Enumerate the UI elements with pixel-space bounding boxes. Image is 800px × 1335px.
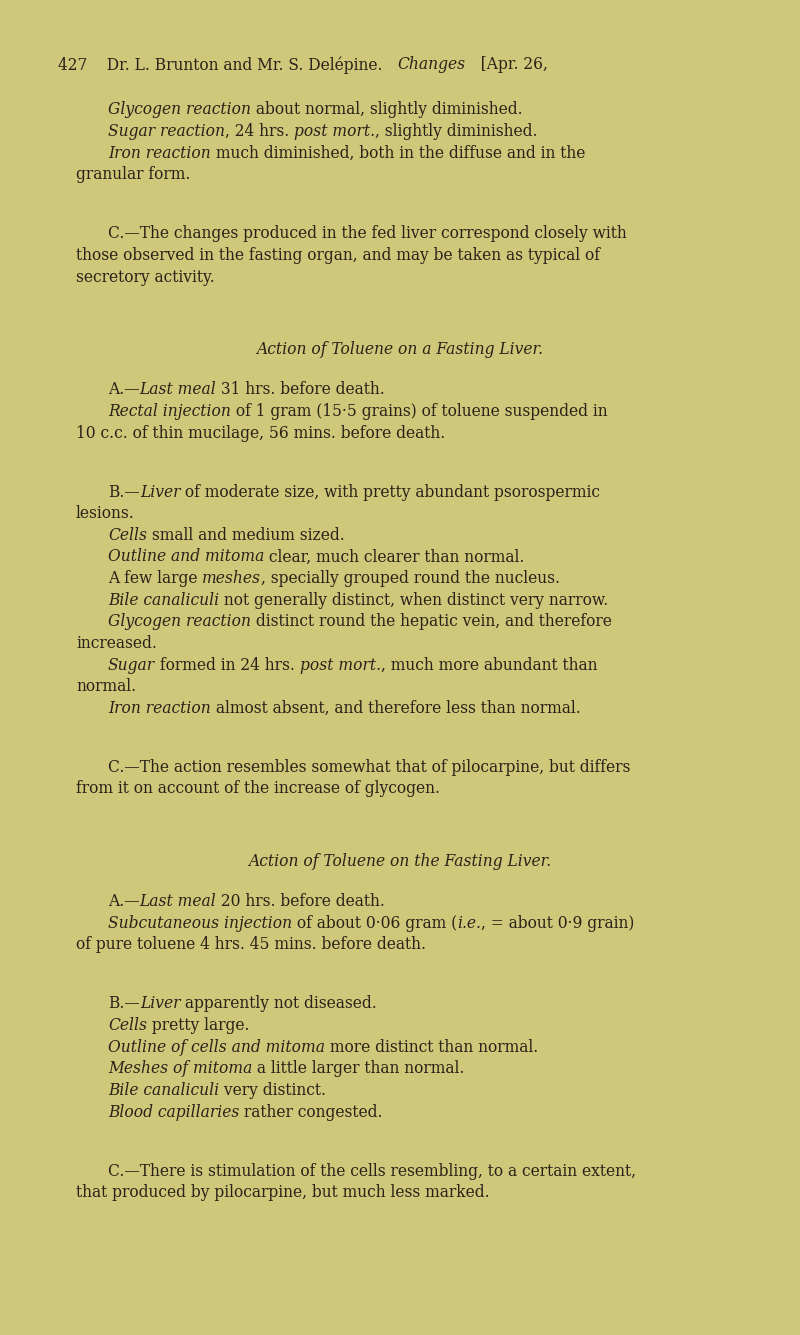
- Text: Action of Toluene on a Fasting Liver.: Action of Toluene on a Fasting Liver.: [257, 340, 543, 358]
- Text: , much more abundant than: , much more abundant than: [381, 657, 598, 674]
- Text: , 24 hrs.: , 24 hrs.: [225, 123, 294, 140]
- Text: post mort.: post mort.: [300, 657, 381, 674]
- Text: B.—: B.—: [108, 483, 140, 501]
- Text: very distinct.: very distinct.: [219, 1081, 326, 1099]
- Text: 20 hrs. before death.: 20 hrs. before death.: [216, 893, 386, 910]
- Text: post mort.: post mort.: [294, 123, 375, 140]
- Text: 427    Dr. L. Brunton and Mr. S. Delépine.: 427 Dr. L. Brunton and Mr. S. Delépine.: [58, 56, 398, 73]
- Text: of about 0·06 gram (: of about 0·06 gram (: [292, 914, 458, 932]
- Text: Liver: Liver: [140, 483, 180, 501]
- Text: of moderate size, with pretty abundant psorospermic: of moderate size, with pretty abundant p…: [180, 483, 600, 501]
- Text: Glycogen reaction: Glycogen reaction: [108, 101, 251, 119]
- Text: apparently not diseased.: apparently not diseased.: [180, 996, 377, 1012]
- Text: Rectal injection: Rectal injection: [108, 403, 231, 421]
- Text: Glycogen reaction: Glycogen reaction: [108, 613, 251, 630]
- Text: of pure toluene 4 hrs. 45 mins. before death.: of pure toluene 4 hrs. 45 mins. before d…: [76, 936, 426, 953]
- Text: Outline of cells and mitoma: Outline of cells and mitoma: [108, 1039, 325, 1056]
- Text: [Apr. 26,: [Apr. 26,: [466, 56, 547, 73]
- Text: Last meal: Last meal: [140, 893, 216, 910]
- Text: increased.: increased.: [76, 635, 157, 651]
- Text: about normal, slightly diminished.: about normal, slightly diminished.: [251, 101, 522, 119]
- Text: , slightly diminished.: , slightly diminished.: [375, 123, 538, 140]
- Text: Bile canaliculi: Bile canaliculi: [108, 1081, 219, 1099]
- Text: Changes: Changes: [398, 56, 466, 73]
- Text: those observed in the fasting organ, and may be taken as typical of: those observed in the fasting organ, and…: [76, 247, 600, 264]
- Text: 10 c.c. of thin mucilage, 56 mins. before death.: 10 c.c. of thin mucilage, 56 mins. befor…: [76, 425, 446, 442]
- Text: secretory activity.: secretory activity.: [76, 268, 214, 286]
- Text: formed in 24 hrs.: formed in 24 hrs.: [155, 657, 300, 674]
- Text: B.—: B.—: [108, 996, 140, 1012]
- Text: much diminished, both in the diffuse and in the: much diminished, both in the diffuse and…: [210, 144, 585, 162]
- Text: Sugar reaction: Sugar reaction: [108, 123, 225, 140]
- Text: from it on account of the increase of glycogen.: from it on account of the increase of gl…: [76, 781, 440, 797]
- Text: Meshes of mitoma: Meshes of mitoma: [108, 1060, 252, 1077]
- Text: that produced by pilocarpine, but much less marked.: that produced by pilocarpine, but much l…: [76, 1184, 490, 1202]
- Text: not generally distinct, when distinct very narrow.: not generally distinct, when distinct ve…: [219, 591, 608, 609]
- Text: Action of Toluene on the Fasting Liver.: Action of Toluene on the Fasting Liver.: [249, 853, 551, 870]
- Text: distinct round the hepatic vein, and therefore: distinct round the hepatic vein, and the…: [251, 613, 612, 630]
- Text: Blood capillaries: Blood capillaries: [108, 1104, 239, 1120]
- Text: Cells: Cells: [108, 1017, 147, 1035]
- Text: A.—: A.—: [108, 382, 140, 398]
- Text: a little larger than normal.: a little larger than normal.: [252, 1060, 465, 1077]
- Text: Last meal: Last meal: [140, 382, 216, 398]
- Text: clear, much clearer than normal.: clear, much clearer than normal.: [264, 549, 525, 566]
- Text: Liver: Liver: [140, 996, 180, 1012]
- Text: pretty large.: pretty large.: [147, 1017, 250, 1035]
- Text: more distinct than normal.: more distinct than normal.: [325, 1039, 538, 1056]
- Text: 31 hrs. before death.: 31 hrs. before death.: [216, 382, 385, 398]
- Text: of 1 gram (15·5 grains) of toluene suspended in: of 1 gram (15·5 grains) of toluene suspe…: [231, 403, 607, 421]
- Text: rather congested.: rather congested.: [239, 1104, 383, 1120]
- Text: i.e.: i.e.: [458, 914, 481, 932]
- Text: granular form.: granular form.: [76, 167, 190, 183]
- Text: small and medium sized.: small and medium sized.: [147, 527, 345, 543]
- Text: , specially grouped round the nucleus.: , specially grouped round the nucleus.: [262, 570, 560, 587]
- Text: A.—: A.—: [108, 893, 140, 910]
- Text: lesions.: lesions.: [76, 505, 134, 522]
- Text: Outline and mitoma: Outline and mitoma: [108, 549, 264, 566]
- Text: Iron reaction: Iron reaction: [108, 700, 210, 717]
- Text: C.—There is stimulation of the cells resembling, to a certain extent,: C.—There is stimulation of the cells res…: [108, 1163, 636, 1180]
- Text: Iron reaction: Iron reaction: [108, 144, 210, 162]
- Text: C.—The action resembles somewhat that of pilocarpine, but differs: C.—The action resembles somewhat that of…: [108, 758, 630, 776]
- Text: meshes: meshes: [202, 570, 262, 587]
- Text: normal.: normal.: [76, 678, 136, 696]
- Text: almost absent, and therefore less than normal.: almost absent, and therefore less than n…: [210, 700, 581, 717]
- Text: Cells: Cells: [108, 527, 147, 543]
- Text: Bile canaliculi: Bile canaliculi: [108, 591, 219, 609]
- Text: Subcutaneous injection: Subcutaneous injection: [108, 914, 292, 932]
- Text: , = about 0·9 grain): , = about 0·9 grain): [481, 914, 634, 932]
- Text: C.—The changes produced in the fed liver correspond closely with: C.—The changes produced in the fed liver…: [108, 226, 626, 243]
- Text: A few large: A few large: [108, 570, 202, 587]
- Text: Sugar: Sugar: [108, 657, 155, 674]
